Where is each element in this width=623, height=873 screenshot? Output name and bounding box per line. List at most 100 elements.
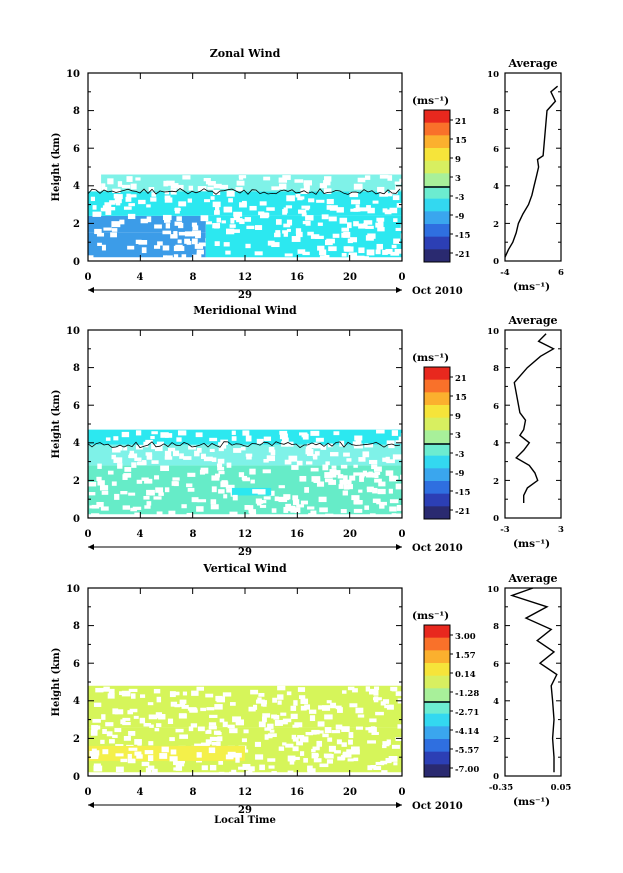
y-tick-label: 6 xyxy=(73,401,80,412)
data-gap xyxy=(254,225,263,230)
data-gap xyxy=(305,731,314,736)
data-gap xyxy=(176,437,182,442)
data-gap xyxy=(277,694,284,700)
data-gap xyxy=(291,465,299,470)
data-gap xyxy=(134,751,142,756)
data-gap xyxy=(190,723,198,728)
data-gap xyxy=(114,493,120,500)
average-profile-line xyxy=(513,333,555,503)
data-gap xyxy=(292,737,299,742)
y-tick-labels: 0 2 4 6 8 10 xyxy=(66,584,80,783)
y-tick-label: 4 xyxy=(493,697,499,707)
data-gap xyxy=(374,473,379,478)
colorbar-tick-label: -15 xyxy=(455,231,470,241)
data-gap xyxy=(211,741,219,746)
data-gap xyxy=(209,437,218,442)
colorbar-swatch xyxy=(424,110,450,124)
data-gap xyxy=(308,513,317,517)
data-gap xyxy=(291,734,297,740)
x-tick-label: 0 xyxy=(85,529,92,540)
data-gap xyxy=(319,249,327,256)
data-gap xyxy=(331,465,337,469)
data-gap xyxy=(267,723,274,729)
data-gap xyxy=(312,454,318,460)
data-gap xyxy=(367,740,376,744)
y-tick-label: 4 xyxy=(73,696,80,707)
data-gap xyxy=(112,708,119,715)
data-gap xyxy=(214,704,223,710)
data-gap xyxy=(259,764,265,771)
data-gap xyxy=(309,715,316,722)
data-gap xyxy=(299,475,307,482)
data-gap xyxy=(324,714,333,720)
y-tick-label: 10 xyxy=(66,326,80,337)
data-gap xyxy=(92,205,97,210)
data-gap xyxy=(319,255,326,259)
data-gap xyxy=(319,183,327,189)
data-gap xyxy=(359,474,365,478)
data-gap xyxy=(136,754,143,759)
data-gap xyxy=(227,751,236,757)
data-gap xyxy=(101,490,109,495)
data-gap xyxy=(121,184,131,189)
data-gap xyxy=(148,714,158,720)
data-gap xyxy=(332,233,340,238)
data-gap xyxy=(389,475,398,482)
data-gap xyxy=(358,223,367,229)
colorbar-tick-label: -3 xyxy=(455,450,465,460)
data-gap xyxy=(223,206,233,213)
data-gap xyxy=(178,231,186,236)
data-gap xyxy=(231,769,237,776)
data-gap xyxy=(187,487,195,492)
data-gap xyxy=(355,707,364,714)
data-gap xyxy=(284,459,292,465)
data-gap xyxy=(311,748,316,753)
data-gap xyxy=(358,207,368,212)
x-tick-label: 12 xyxy=(238,787,252,798)
data-gap xyxy=(125,196,132,202)
data-gap xyxy=(310,510,317,515)
data-gap xyxy=(359,476,364,482)
data-gap xyxy=(154,224,162,229)
data-gap xyxy=(205,693,214,698)
heat-band xyxy=(88,215,206,233)
data-gap xyxy=(343,452,350,457)
data-gap xyxy=(127,213,136,220)
data-gap xyxy=(351,746,360,751)
data-gap xyxy=(379,503,385,509)
y-tick-label: 10 xyxy=(487,585,499,595)
avg-x-tick-label: 0.05 xyxy=(551,783,572,793)
data-gap xyxy=(373,466,382,472)
y-tick-label: 8 xyxy=(493,364,499,374)
data-gap xyxy=(179,453,184,459)
data-gap xyxy=(246,225,255,230)
x-tick-label: 0 xyxy=(85,272,92,283)
data-gap xyxy=(373,697,382,701)
data-gap xyxy=(100,506,109,511)
colorbar-tick-label: 9 xyxy=(455,155,461,165)
data-gap xyxy=(115,753,124,757)
data-gap xyxy=(91,504,100,509)
colorbar-swatch xyxy=(424,506,450,520)
data-gap xyxy=(148,741,154,746)
y-tick-label: 2 xyxy=(73,219,80,230)
data-gap xyxy=(101,183,106,188)
data-gap xyxy=(285,205,293,209)
x-tick-label: 8 xyxy=(190,529,197,540)
y-axis-label: Height (km) xyxy=(51,133,62,202)
data-gap xyxy=(336,207,344,213)
data-gap xyxy=(396,203,402,208)
data-gap xyxy=(140,218,148,224)
data-gap xyxy=(369,459,378,465)
data-gap xyxy=(144,505,151,509)
data-gap xyxy=(304,487,310,493)
data-gap xyxy=(217,466,225,471)
colorbar-swatch xyxy=(424,493,450,507)
data-gap xyxy=(219,184,229,189)
data-gap xyxy=(136,479,143,484)
data-gap xyxy=(316,481,325,487)
data-gap xyxy=(127,245,135,250)
data-gap xyxy=(139,694,146,698)
data-gap xyxy=(394,249,402,254)
colorbar xyxy=(423,624,453,778)
